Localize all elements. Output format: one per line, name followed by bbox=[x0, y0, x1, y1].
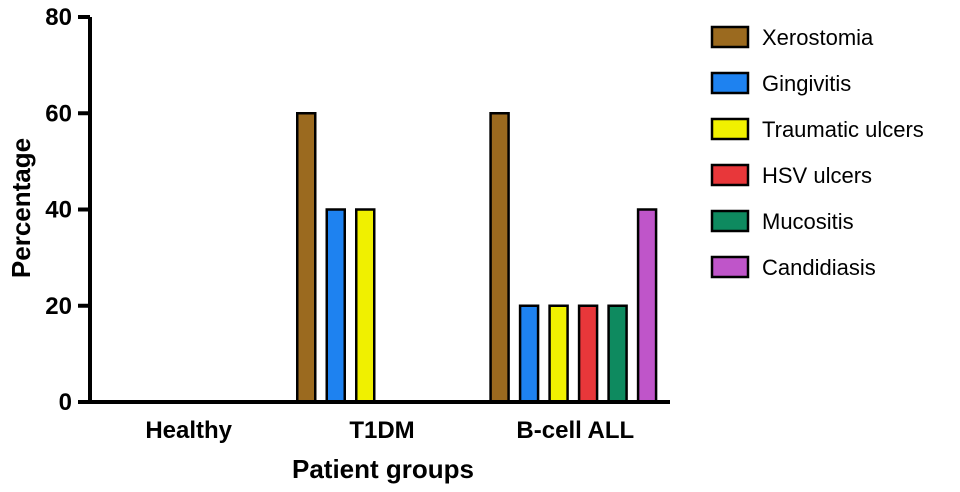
legend-item: Candidiasis bbox=[710, 255, 876, 280]
bar-t1dm-traumatic-ulcers bbox=[355, 208, 376, 404]
legend-label: Xerostomia bbox=[762, 25, 874, 50]
bar-b-cell-all-gingivitis bbox=[518, 304, 540, 404]
x-tick-label: T1DM bbox=[349, 417, 414, 444]
x-tick-label: Healthy bbox=[145, 417, 232, 444]
legend-item: Gingivitis bbox=[710, 71, 851, 96]
bar-b-cell-all-mucositis bbox=[607, 304, 628, 404]
legend-label: Traumatic ulcers bbox=[762, 117, 924, 142]
bars bbox=[296, 112, 658, 404]
y-tick-label: 80 bbox=[45, 4, 72, 31]
y-tick-label: 0 bbox=[59, 389, 72, 416]
x-tick-label: B-cell ALL bbox=[516, 417, 634, 444]
bar-b-cell-all-traumatic-ulcers bbox=[548, 304, 569, 404]
legend-label: Gingivitis bbox=[762, 71, 851, 96]
legend-swatch bbox=[710, 163, 750, 187]
legend-label: HSV ulcers bbox=[762, 163, 872, 188]
bar-b-cell-all-xerostomia bbox=[489, 112, 510, 404]
legend-label: Mucositis bbox=[762, 209, 854, 234]
bar-b-cell-all-candidiasis bbox=[636, 208, 658, 404]
legend-item: HSV ulcers bbox=[710, 163, 872, 188]
legend-label: Candidiasis bbox=[762, 255, 876, 280]
legend: Xerostomia Gingivitis Traumatic ulcers HSV … bbox=[710, 25, 924, 280]
bar-b-cell-all-hsv-ulcers bbox=[577, 304, 599, 404]
legend-swatch bbox=[710, 71, 750, 95]
legend-item: Traumatic ulcers bbox=[710, 117, 924, 142]
bar-t1dm-gingivitis bbox=[325, 208, 346, 404]
y-axis-ticks: 0 20 40 60 80 bbox=[45, 4, 90, 416]
y-tick-label: 40 bbox=[45, 197, 72, 224]
y-tick-label: 60 bbox=[45, 100, 72, 127]
y-axis-title: Percentage bbox=[6, 138, 36, 278]
x-axis-tick-labels: Healthy T1DM B-cell ALL bbox=[145, 417, 634, 444]
legend-swatch bbox=[710, 117, 750, 141]
legend-swatch bbox=[710, 209, 750, 233]
legend-swatch bbox=[710, 255, 750, 279]
bar-t1dm-xerostomia bbox=[296, 112, 317, 404]
legend-item: Mucositis bbox=[710, 209, 854, 234]
y-tick-label: 20 bbox=[45, 293, 72, 320]
legend-swatch bbox=[710, 25, 750, 49]
x-axis-title: Patient groups bbox=[292, 454, 474, 484]
legend-item: Xerostomia bbox=[710, 25, 874, 50]
